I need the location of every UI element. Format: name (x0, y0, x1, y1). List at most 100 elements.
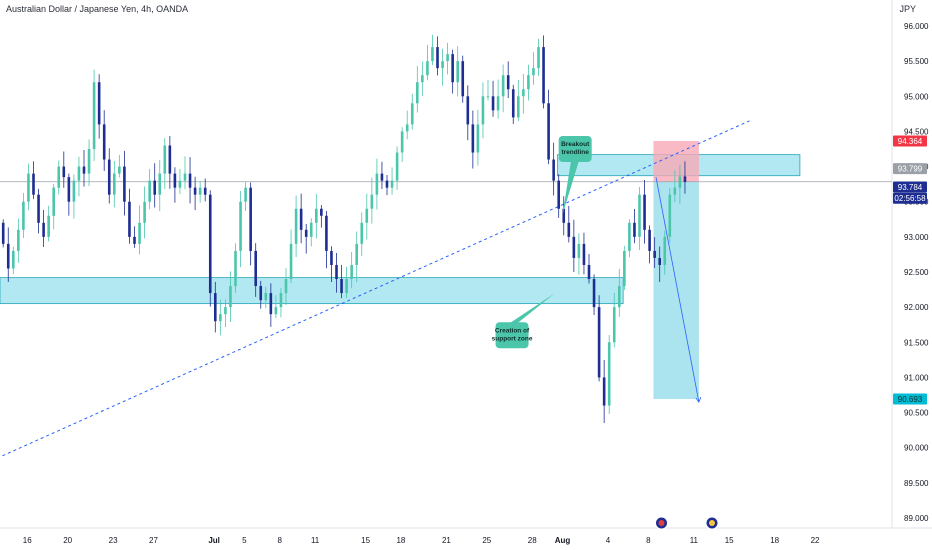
price-tag-text: 93.799 (898, 165, 923, 174)
price-tag (893, 163, 927, 175)
candle (12, 246, 15, 275)
candle (476, 109, 480, 166)
candle (623, 245, 626, 291)
price-tag (893, 135, 927, 147)
candle (592, 274, 596, 315)
candle (97, 74, 101, 139)
candle (229, 271, 232, 322)
price-tag-text: 94.364 (898, 137, 923, 146)
candle (547, 89, 550, 165)
time-tick-label: 25 (482, 536, 491, 545)
candle (370, 177, 374, 224)
annotation-text: Creation of (495, 327, 530, 334)
candle (148, 168, 151, 210)
candle (678, 164, 682, 205)
time-tick-label: 15 (725, 536, 734, 545)
price-tick-label: 96.000 (904, 22, 929, 31)
candle (421, 61, 424, 96)
candle (143, 186, 146, 239)
candle (274, 295, 278, 319)
candle (522, 74, 525, 114)
candle (203, 178, 207, 202)
candle (668, 188, 672, 243)
candle (244, 182, 247, 211)
candle (461, 55, 465, 103)
candle (577, 233, 581, 275)
candle (62, 151, 66, 188)
candle (92, 69, 96, 161)
candle (542, 35, 545, 109)
stop-loss-area (653, 140, 699, 182)
price-tag-text: 93.784 (898, 183, 923, 192)
candle (27, 163, 30, 211)
candle (527, 64, 530, 101)
candle (496, 79, 500, 119)
candle (168, 136, 172, 189)
annotation-pointer (508, 293, 555, 325)
candle (67, 173, 71, 216)
candle (198, 180, 202, 203)
annotation-box (558, 136, 592, 162)
price-tick-label: 92.500 (904, 268, 929, 277)
candle (405, 110, 409, 140)
candle (572, 219, 576, 272)
candle (638, 186, 641, 250)
candle (673, 170, 677, 203)
price-tag (893, 181, 927, 193)
candle (395, 146, 399, 191)
time-tick-label: 11 (690, 536, 699, 545)
candle (618, 268, 621, 317)
candle (113, 160, 116, 208)
price-tick-label: 89.000 (904, 514, 929, 523)
candle (279, 287, 283, 318)
candle (612, 292, 616, 348)
price-tick-label: 91.500 (904, 338, 929, 347)
price-tag (893, 192, 927, 204)
candle (178, 169, 182, 194)
candle (224, 299, 227, 328)
candle (188, 157, 192, 204)
candle (441, 48, 444, 86)
time-tick-label: 11 (311, 536, 320, 545)
price-tag (893, 393, 927, 405)
annotation-text: trendline (561, 149, 589, 156)
candle (648, 225, 651, 264)
candle (446, 42, 449, 75)
candle (426, 44, 429, 81)
candle (436, 36, 439, 76)
candle (491, 80, 495, 117)
price-tag-text: 02:56:58 (894, 194, 926, 203)
candle (410, 93, 414, 130)
candle (193, 176, 197, 211)
candle (355, 231, 358, 283)
candle (264, 286, 268, 309)
time-tick-label: 20 (63, 536, 72, 545)
candle (47, 205, 50, 242)
price-tick-label: 90.500 (904, 409, 929, 418)
annotation-pointer (562, 160, 580, 215)
candle (330, 246, 333, 283)
time-tick-label: 28 (528, 536, 537, 545)
time-tick-label: 8 (646, 536, 651, 545)
time-tick-label: 16 (23, 536, 32, 545)
candle (633, 209, 636, 244)
candle (239, 190, 242, 268)
candle (562, 196, 566, 236)
candle (128, 188, 131, 244)
candle (208, 190, 212, 307)
candle (350, 252, 353, 289)
candle (607, 335, 611, 414)
candle (587, 253, 591, 284)
candle (299, 193, 303, 244)
candle (123, 150, 126, 216)
candle (37, 188, 40, 234)
price-tick-label: 92.000 (904, 303, 929, 312)
candle (597, 295, 601, 382)
candle (451, 49, 454, 94)
candle (365, 193, 369, 240)
candle (183, 156, 187, 190)
candle (557, 174, 560, 218)
